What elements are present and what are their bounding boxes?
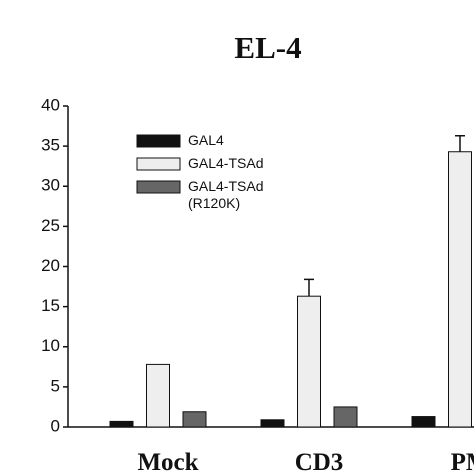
legend-label: GAL4-TSAd	[188, 155, 264, 171]
y-tick-label: 40	[41, 95, 60, 114]
legend-swatch	[136, 134, 181, 148]
bar	[297, 295, 321, 428]
bar	[260, 419, 285, 428]
x-tick-label: PM	[451, 449, 474, 474]
error-bar	[455, 134, 465, 152]
bar	[411, 416, 436, 428]
legend-swatch	[136, 180, 181, 194]
error-bar	[304, 278, 314, 297]
y-tick-label: 0	[51, 416, 60, 435]
legend-label: GAL4	[188, 132, 224, 148]
x-tick-label: Mock	[137, 449, 198, 474]
legend-swatch	[136, 157, 181, 171]
bar	[109, 420, 134, 428]
legend-entry: GAL4-TSAd (R120K)	[188, 178, 264, 211]
y-tick-label: 25	[41, 216, 60, 235]
x-tick-label: CD3	[295, 449, 344, 474]
bar	[448, 151, 472, 428]
y-tick-label: 10	[41, 336, 60, 355]
bar	[333, 406, 358, 428]
y-tick-label: 5	[51, 376, 60, 395]
y-tick-label: 20	[41, 256, 60, 275]
chart-title: EL-4	[234, 30, 301, 65]
legend-entry: GAL4	[188, 132, 224, 148]
legend-label: GAL4-TSAd (R120K)	[188, 178, 264, 211]
bar	[182, 411, 207, 428]
bar	[146, 363, 170, 428]
y-tick-label: 35	[41, 136, 60, 155]
y-tick-label: 30	[41, 176, 60, 195]
legend-entry: GAL4-TSAd	[188, 155, 264, 171]
y-tick-label: 15	[41, 296, 60, 315]
